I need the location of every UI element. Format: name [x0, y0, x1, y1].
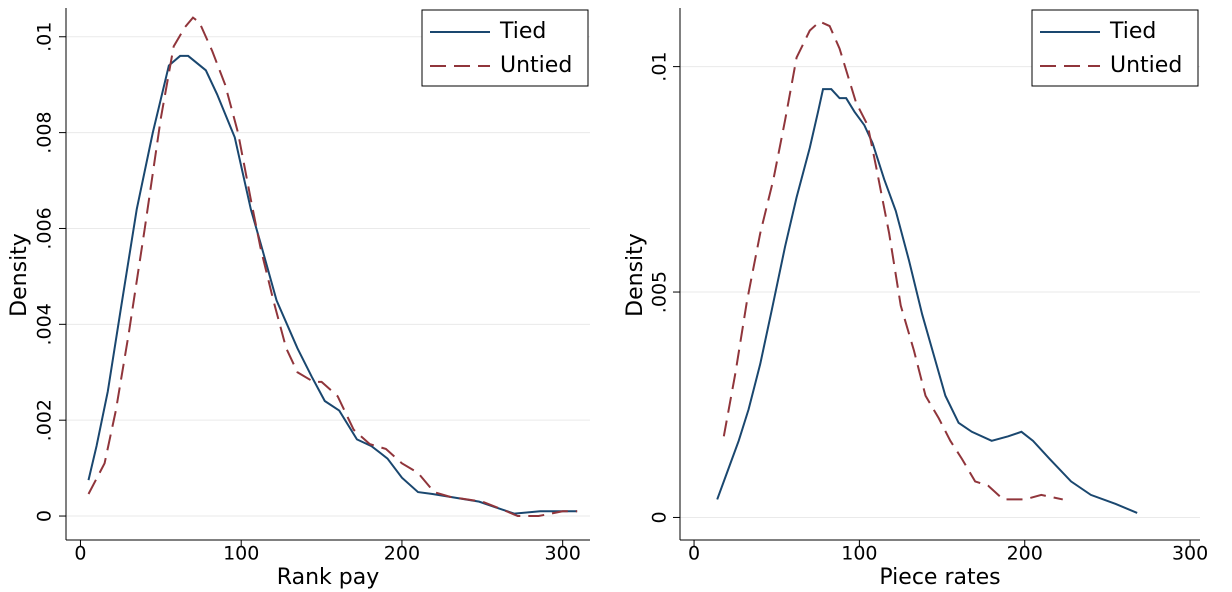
x-axis-label: Piece rates: [879, 565, 1000, 590]
y-axis-label: Density: [7, 233, 32, 317]
y-tick-label: .01: [649, 52, 671, 82]
line-series: [716, 88, 1138, 514]
x-tick-label: 100: [841, 543, 877, 565]
x-tick-label: 300: [545, 543, 581, 565]
y-tick-label: .002: [34, 399, 56, 441]
line-series: [87, 16, 578, 518]
line-series: [722, 20, 1063, 501]
legend-label: Tied: [1109, 19, 1156, 44]
y-tick-label: 0: [649, 511, 671, 523]
x-tick-label: 300: [1172, 543, 1208, 565]
y-tick-label: .006: [34, 207, 56, 249]
legend-label: Untied: [1110, 53, 1182, 78]
y-tick-label: 0: [34, 510, 56, 522]
x-tick-label: 200: [384, 543, 420, 565]
x-tick-label: 0: [74, 543, 86, 565]
x-tick-label: 200: [1007, 543, 1043, 565]
legend-box: [1031, 9, 1199, 87]
y-tick-label: .005: [649, 271, 671, 313]
x-tick-label: 0: [688, 543, 700, 565]
y-axis-label: Density: [623, 233, 648, 317]
legend-label: Tied: [499, 19, 546, 44]
y-tick-label: .01: [34, 22, 56, 52]
legend-label: Untied: [500, 53, 572, 78]
y-tick-label: .008: [34, 111, 56, 153]
x-tick-label: 100: [223, 543, 259, 565]
x-axis-label: Rank pay: [277, 565, 379, 590]
legend-box: [421, 9, 589, 87]
line-series: [87, 54, 578, 515]
y-tick-label: .004: [34, 303, 56, 345]
